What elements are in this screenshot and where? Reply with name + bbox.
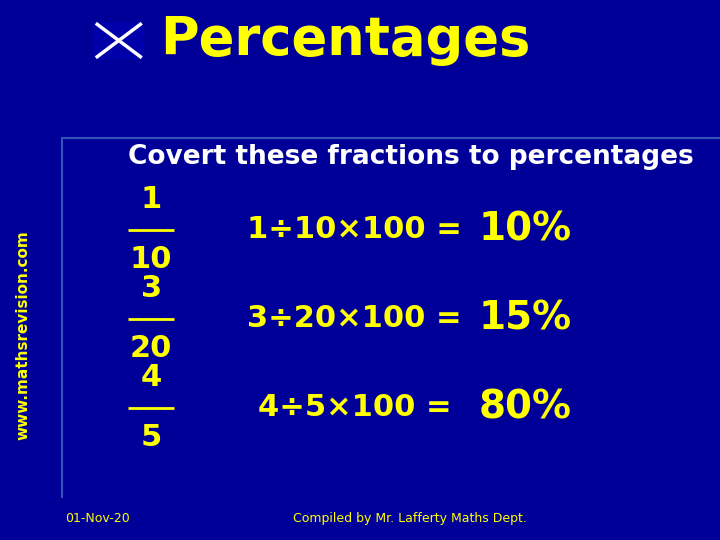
- Text: 10: 10: [130, 245, 173, 274]
- Text: 1: 1: [140, 185, 162, 214]
- Text: 4: 4: [140, 363, 162, 393]
- Text: Percentages: Percentages: [161, 15, 531, 66]
- Text: Covert these fractions to percentages: Covert these fractions to percentages: [127, 144, 693, 170]
- Text: 1÷10×100 =: 1÷10×100 =: [247, 215, 473, 244]
- Text: 01-Nov-20: 01-Nov-20: [65, 512, 130, 525]
- Text: 80%: 80%: [479, 389, 572, 427]
- Text: 20: 20: [130, 334, 172, 363]
- Bar: [94, 22, 144, 59]
- Text: www.mathsrevision.com: www.mathsrevision.com: [16, 230, 30, 440]
- Text: 5: 5: [140, 423, 162, 452]
- Text: Compiled by Mr. Lafferty Maths Dept.: Compiled by Mr. Lafferty Maths Dept.: [294, 512, 527, 525]
- Text: 15%: 15%: [479, 300, 572, 338]
- Text: 10%: 10%: [479, 211, 572, 248]
- Text: 4÷5×100 =: 4÷5×100 =: [258, 393, 462, 422]
- Text: 3÷20×100 =: 3÷20×100 =: [248, 304, 472, 333]
- Text: 3: 3: [140, 274, 162, 303]
